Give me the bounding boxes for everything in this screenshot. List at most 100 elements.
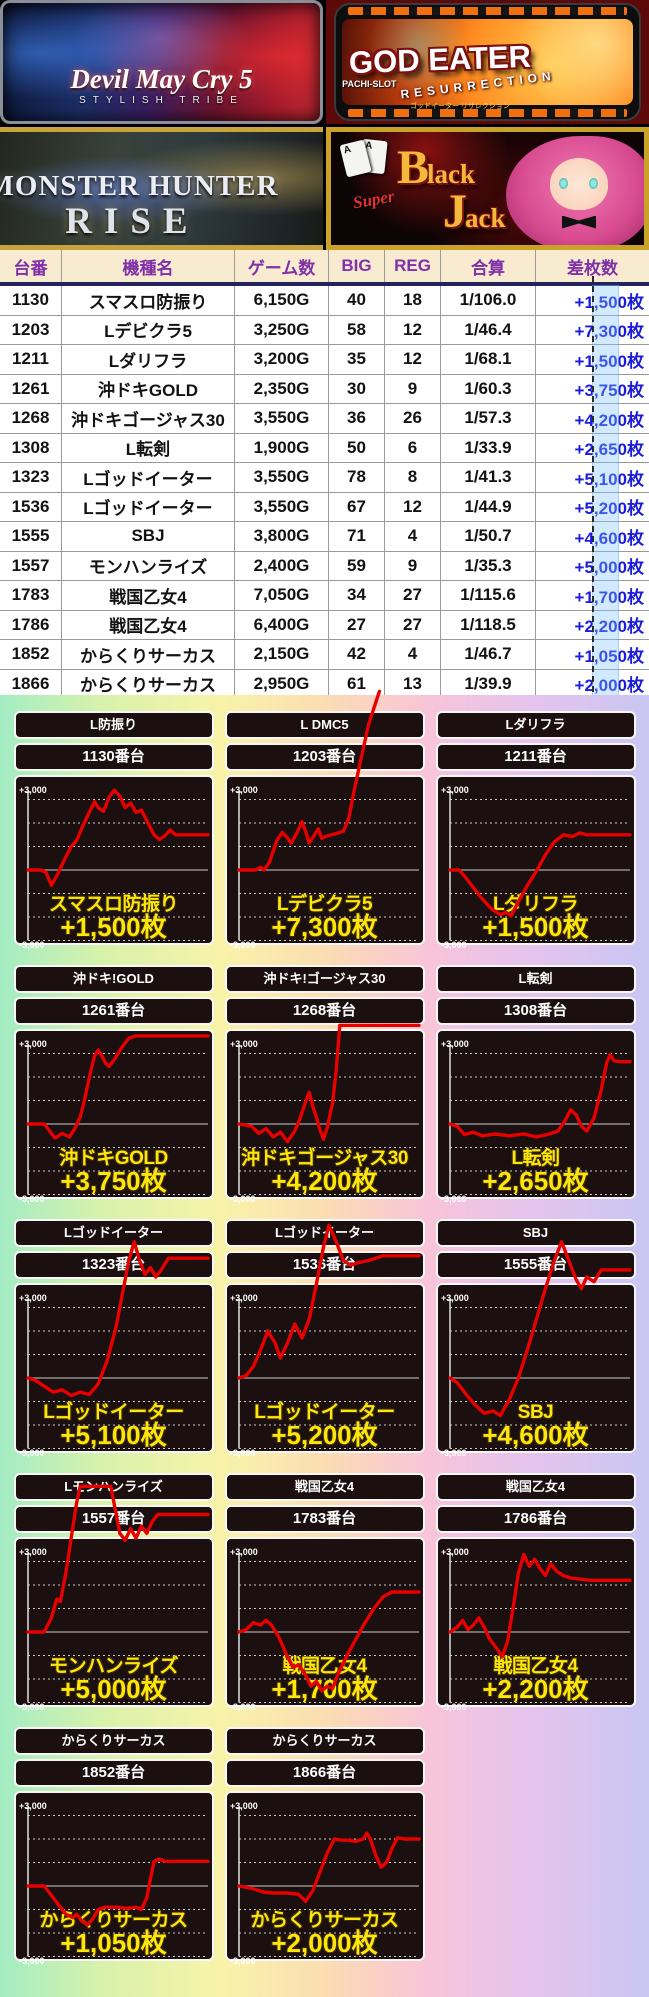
graph-card[interactable]: SBJ 1555番台 +3,000 -3,000 SBJ +4,600枚 (435, 1219, 636, 1458)
graph-machine-name-overlay: モンハンライズ (49, 1656, 178, 1677)
cell-big-count: 67 (329, 492, 385, 521)
cell-machine-name: スマスロ防振り (62, 286, 235, 315)
graph-machine-name-overlay: Lゴッドイーター (254, 1402, 395, 1423)
banner-god-eater[interactable]: GOD EATER RESURRECTION PACHI-SLOT ゴッドイータ… (326, 0, 649, 124)
cell-machine-number: 1852 (0, 640, 62, 669)
graph-diff-value-overlay: +1,050枚 (60, 1928, 167, 1958)
graph-card[interactable]: 沖ドキ!GOLD 1261番台 +3,000 -3,000 沖ドキGOLD +3,… (13, 965, 214, 1204)
cell-machine-number: 1866 (0, 669, 62, 698)
graph-card[interactable]: からくりサーカス 1852番台 +3,000 -3,000 からくりサーカス +1… (13, 1727, 214, 1966)
god-eater-artwork (342, 19, 633, 105)
cell-big-count: 71 (329, 522, 385, 551)
table-row[interactable]: 1555 SBJ 3,800G 71 4 1/50.7 +4,600枚 (0, 522, 649, 552)
cell-big-count: 40 (329, 286, 385, 315)
blackjack-initial-j: J (443, 184, 467, 238)
slump-graph: +3,000 -3,000 L転剣 +2,650枚 (435, 1029, 636, 1204)
table-row[interactable]: 1557 モンハンライズ 2,400G 59 9 1/35.3 +5,000枚 (0, 551, 649, 581)
cell-machine-name: 沖ドキゴージャス30 (62, 404, 235, 433)
graph-card[interactable]: Lダリフラ 1211番台 +3,000 -3,000 Lダリフラ +1,500枚 (435, 711, 636, 950)
cell-diff-medals: +2,000枚 (574, 676, 644, 696)
blackjack-super-text: Super (351, 186, 396, 212)
cell-reg-count: 26 (385, 404, 441, 433)
cell-machine-name: Lデビクラ5 (62, 315, 235, 344)
cell-machine-number: 1783 (0, 581, 62, 610)
graph-machine-name-overlay: L転剣 (511, 1148, 560, 1169)
graph-card-machine-number-bar: 1130番台 (13, 743, 214, 771)
svg-text:+3,000: +3,000 (441, 1293, 469, 1303)
graph-card-machine-number-bar: 1852番台 (13, 1759, 214, 1787)
cell-game-count: 3,550G (235, 492, 329, 521)
cell-machine-number: 1536 (0, 492, 62, 521)
graph-card[interactable]: Lモンハンライズ 1557番台 +3,000 -3,000 モンハンライズ +5,… (13, 1473, 214, 1712)
graph-card-machine-number-bar: 1783番台 (224, 1505, 425, 1533)
graph-diff-value-overlay: +2,000枚 (271, 1928, 378, 1958)
cell-machine-name: 戦国乙女4 (62, 581, 235, 610)
cell-combined-rate: 1/60.3 (441, 374, 536, 403)
girl-eye (559, 177, 568, 189)
god-eater-bottom-strip (348, 108, 627, 117)
graph-card[interactable]: L防振り 1130番台 +3,000 -3,000 スマスロ防振り +1,500枚 (13, 711, 214, 950)
svg-text:+3,000: +3,000 (441, 1039, 469, 1049)
cell-machine-number: 1557 (0, 551, 62, 580)
graph-card[interactable]: Lゴッドイーター 1323番台 +3,000 -3,000 Lゴッドイーター +5… (13, 1219, 214, 1458)
graph-card-machine-number-bar: 1557番台 (13, 1505, 214, 1533)
svg-text:+3,000: +3,000 (441, 785, 469, 795)
graph-card-machine-number-bar: 1786番台 (435, 1505, 636, 1533)
blackjack-initial-b: B (397, 140, 429, 194)
cell-diff-medals: +1,500枚 (574, 292, 644, 312)
graph-card[interactable]: 戦国乙女4 1783番台 +3,000 -3,000 戦国乙女4 +1,700枚 (224, 1473, 425, 1712)
table-row[interactable]: 1308 L転剣 1,900G 50 6 1/33.9 +2,650枚 (0, 433, 649, 463)
graph-card-title-bar: Lダリフラ (435, 711, 636, 739)
cell-big-count: 36 (329, 404, 385, 433)
dmc5-subtitle-text: STYLISH TRIBE (79, 94, 244, 106)
table-row[interactable]: 1261 沖ドキGOLD 2,350G 30 9 1/60.3 +3,750枚 (0, 374, 649, 404)
graph-card-machine-number-bar: 1555番台 (435, 1251, 636, 1279)
graph-machine-name-overlay: Lデビクラ5 (276, 894, 373, 915)
graph-diff-value-overlay: +2,200枚 (482, 1674, 589, 1704)
cell-game-count: 7,050G (235, 581, 329, 610)
graph-card[interactable]: 沖ドキ!ゴージャス30 1268番台 +3,000 -3,000 沖ドキゴージャス… (224, 965, 425, 1204)
table-row[interactable]: 1203 Lデビクラ5 3,250G 58 12 1/46.4 +7,300枚 (0, 315, 649, 345)
cell-combined-rate: 1/46.4 (441, 315, 536, 344)
graph-card[interactable]: L転剣 1308番台 +3,000 -3,000 L転剣 +2,650枚 (435, 965, 636, 1204)
banner-super-black-jack[interactable]: A A Super Black Jack (326, 126, 649, 250)
cell-machine-number: 1211 (0, 345, 62, 374)
mhr-logo-line1: MONSTER HUNTER (0, 170, 279, 203)
table-row[interactable]: 1786 戦国乙女4 6,400G 27 27 1/118.5 +2,200枚 (0, 610, 649, 640)
slump-graph: +3,000 -3,000 Lゴッドイーター +5,200枚 (224, 1223, 425, 1458)
cell-big-count: 58 (329, 315, 385, 344)
svg-text:+3,000: +3,000 (230, 1547, 258, 1557)
cell-machine-name: 戦国乙女4 (62, 610, 235, 639)
table-row[interactable]: 1323 Lゴッドイーター 3,550G 78 8 1/41.3 +5,100枚 (0, 463, 649, 493)
cell-machine-number: 1786 (0, 610, 62, 639)
banner-devil-may-cry-5[interactable]: Devil May Cry 5 STYLISH TRIBE (0, 0, 323, 124)
slump-graph: +3,000 -3,000 SBJ +4,600枚 (435, 1240, 636, 1458)
table-row[interactable]: 1130 スマスロ防振り 6,150G 40 18 1/106.0 +1,500… (0, 286, 649, 316)
graph-card-title-bar: 沖ドキ!GOLD (13, 965, 214, 993)
cell-big-count: 61 (329, 669, 385, 698)
graph-card[interactable]: L DMC5 1203番台 +3,000 -3,000 Lデビクラ5 +7,300… (224, 689, 425, 950)
cell-machine-name: Lダリフラ (62, 345, 235, 374)
graph-card[interactable]: Lゴッドイーター 1536番台 +3,000 -3,000 Lゴッドイーター +5… (224, 1219, 425, 1458)
cell-combined-rate: 1/33.9 (441, 433, 536, 462)
table-row[interactable]: 1783 戦国乙女4 7,050G 34 27 1/115.6 +1,700枚 (0, 581, 649, 611)
graph-card[interactable]: からくりサーカス 1866番台 +3,000 -3,000 からくりサーカス +2… (224, 1727, 425, 1966)
graph-machine-name-overlay: スマスロ防振り (49, 894, 178, 915)
graph-card-title-bar: からくりサーカス (13, 1727, 214, 1755)
graph-card[interactable]: 戦国乙女4 1786番台 +3,000 -3,000 戦国乙女4 +2,200枚 (435, 1473, 636, 1712)
table-row[interactable]: 1268 沖ドキゴージャス30 3,550G 36 26 1/57.3 +4,2… (0, 404, 649, 434)
graph-card-machine-number-bar: 1308番台 (435, 997, 636, 1025)
cell-reg-count: 4 (385, 640, 441, 669)
graph-machine-name-overlay: からくりサーカス (250, 1910, 399, 1931)
table-row[interactable]: 1852 からくりサーカス 2,150G 42 4 1/46.7 +1,050枚 (0, 640, 649, 670)
graph-card-title-bar: L DMC5 (224, 711, 425, 739)
slump-graph: +3,000 -3,000 モンハンライズ +5,000枚 (13, 1484, 214, 1712)
cell-combined-rate: 1/57.3 (441, 404, 536, 433)
table-row[interactable]: 1211 Lダリフラ 3,200G 35 12 1/68.1 +1,500枚 (0, 345, 649, 375)
cell-machine-name: 沖ドキGOLD (62, 374, 235, 403)
table-row[interactable]: 1536 Lゴッドイーター 3,550G 67 12 1/44.9 +5,200… (0, 492, 649, 522)
graph-card-title-bar: 沖ドキ!ゴージャス30 (224, 965, 425, 993)
banner-monster-hunter-rise[interactable]: MONSTER HUNTER RISE (0, 126, 323, 250)
cell-machine-name: Lゴッドイーター (62, 463, 235, 492)
god-eater-top-strip (348, 7, 627, 15)
